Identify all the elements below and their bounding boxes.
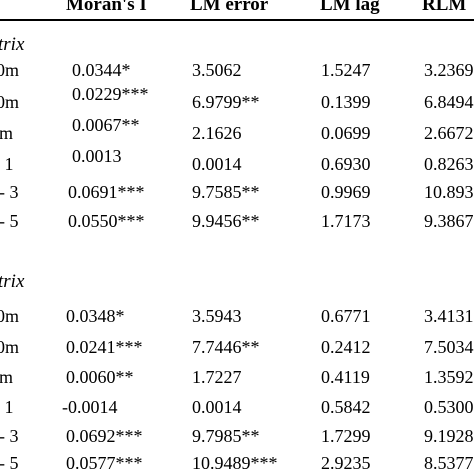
lm-lag-value: 0.5842 — [321, 397, 371, 417]
section-label: trix — [0, 34, 25, 55]
lm-error-value: 9.7985** — [192, 426, 260, 446]
header-rule — [0, 19, 474, 21]
morans-i-value: 0.0550*** — [68, 211, 145, 231]
morans-i-value: 0.0067** — [72, 115, 140, 135]
morans-i-value: 0.0229*** — [72, 84, 149, 104]
rlm-value: 1.3592 — [424, 367, 474, 387]
morans-i-value: 0.0344* — [72, 60, 131, 80]
rlm-value: 3.2369 — [424, 60, 474, 80]
lm-lag-value: 1.5247 — [321, 60, 371, 80]
rlm-value: 7.5034 — [424, 337, 474, 357]
morans-i-value: 0.0013 — [72, 146, 122, 166]
row-label: 0m — [0, 60, 20, 80]
rlm-value: 9.3867 — [424, 211, 474, 231]
row-label: - 3 — [0, 426, 19, 446]
lm-lag-value: 1.7299 — [321, 426, 371, 446]
morans-i-value: 0.0348* — [66, 306, 125, 326]
lm-error-value: 3.5062 — [192, 60, 242, 80]
row-label: m — [0, 123, 14, 143]
lm-lag-value: 0.4119 — [321, 367, 370, 387]
row-label: - 5 — [0, 211, 19, 231]
rlm-value: 6.8494 — [424, 92, 474, 112]
lm-error-value: 6.9799** — [192, 92, 260, 112]
morans-i-value: 0.0692*** — [66, 426, 143, 446]
lm-error-value: 3.5943 — [192, 306, 242, 326]
lm-error-value: 2.1626 — [192, 123, 242, 143]
row-label: - 3 — [0, 182, 19, 202]
row-label: 0m — [0, 306, 20, 326]
row-label: - 1 — [0, 397, 14, 417]
section-label: trix — [0, 271, 25, 292]
row-label: 0m — [0, 92, 20, 112]
lm-lag-value: 0.0699 — [321, 123, 371, 143]
column-header-lm-error: LM error — [190, 0, 269, 15]
lm-lag-value: 0.9969 — [321, 182, 371, 202]
lm-error-value: 1.7227 — [192, 367, 242, 387]
lm-error-value: 0.0014 — [192, 397, 242, 417]
morans-i-value: 0.0577*** — [66, 453, 143, 473]
row-label: 0m — [0, 337, 20, 357]
morans-i-value: 0.0691*** — [68, 182, 145, 202]
rlm-value: 0.5300 — [424, 397, 474, 417]
lm-error-value: 9.7585** — [192, 182, 260, 202]
lm-lag-value: 0.6771 — [321, 306, 371, 326]
lm-error-value: 0.0014 — [192, 154, 242, 174]
morans-i-value: 0.0060** — [66, 367, 134, 387]
morans-i-value: -0.0014 — [62, 397, 118, 417]
column-header-morans-i: Moran's I — [66, 0, 147, 15]
rlm-value: 2.6672 — [424, 123, 474, 143]
lm-lag-value: 0.6930 — [321, 154, 371, 174]
rlm-value: 3.4131 — [424, 306, 474, 326]
column-header-lm-lag: LM lag — [320, 0, 380, 15]
lm-lag-value: 0.1399 — [321, 92, 371, 112]
lm-error-value: 9.9456** — [192, 211, 260, 231]
rlm-value: 8.5377 — [424, 453, 474, 473]
row-label: m — [0, 367, 14, 387]
morans-i-value: 0.0241*** — [66, 337, 143, 357]
column-header-rlm: RLM — [422, 0, 467, 15]
lm-error-value: 10.9489*** — [192, 453, 278, 473]
rlm-value: 9.1928 — [424, 426, 474, 446]
row-label: - 1 — [0, 154, 14, 174]
lm-lag-value: 1.7173 — [321, 211, 371, 231]
lm-lag-value: 2.9235 — [321, 453, 371, 473]
rlm-value: 0.8263 — [424, 154, 474, 174]
lm-error-value: 7.7446** — [192, 337, 260, 357]
row-label: - 5 — [0, 453, 19, 473]
lm-lag-value: 0.2412 — [321, 337, 371, 357]
rlm-value: 10.893 — [424, 182, 474, 202]
